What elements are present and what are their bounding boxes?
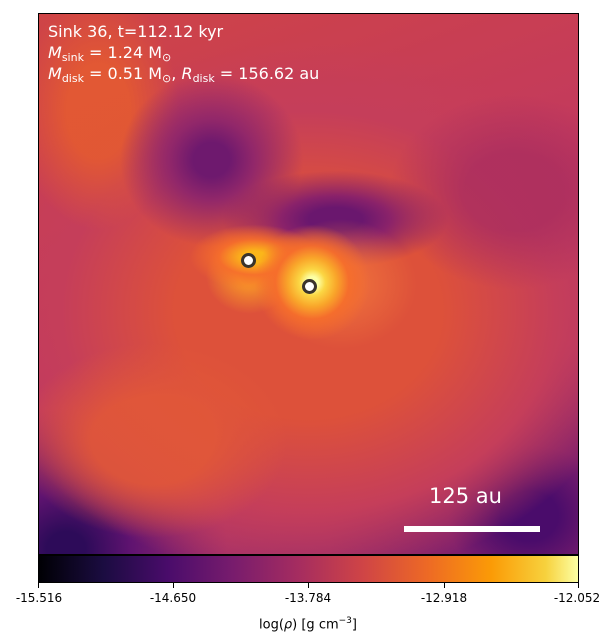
sink-mass-text: Msink = 1.24 M⊙ bbox=[48, 43, 171, 68]
colorbar-tick-label: -12.052 bbox=[553, 591, 601, 605]
disk-mass-subscript: disk bbox=[61, 72, 84, 85]
colorbar-label-suffix: ] bbox=[351, 617, 357, 633]
sink-marker bbox=[241, 253, 256, 268]
disk-radius-symbol: R bbox=[181, 64, 193, 83]
colorbar-tick bbox=[38, 583, 39, 588]
colorbar-label-mid: ) [g cm bbox=[292, 617, 339, 633]
colorbar-tick bbox=[444, 583, 445, 588]
colorbar-label-rho: ρ bbox=[283, 617, 293, 633]
sink-mass-value: = 1.24 M bbox=[83, 43, 163, 62]
density-plot: Sink 36, t=112.12 kyr Msink = 1.24 M⊙ Md… bbox=[38, 13, 579, 555]
colorbar-tick-label: -13.784 bbox=[284, 591, 332, 605]
sink-mass-symbol: M bbox=[48, 43, 62, 62]
scalebar-line bbox=[404, 526, 540, 532]
solar-mass-symbol: ⊙ bbox=[162, 51, 172, 64]
separator: , bbox=[171, 64, 182, 83]
colorbar-label-prefix: log( bbox=[259, 617, 284, 633]
disk-properties-text: Mdisk = 0.51 M⊙, Rdisk = 156.62 au bbox=[48, 64, 319, 89]
colorbar-tick bbox=[173, 583, 174, 588]
colorbar-label-exponent: −3 bbox=[338, 616, 352, 626]
plot-title: Sink 36, t=112.12 kyr bbox=[48, 22, 224, 41]
solar-mass-symbol: ⊙ bbox=[162, 72, 172, 85]
disk-radius-value: = 156.62 au bbox=[214, 64, 320, 83]
scalebar-label: 125 au bbox=[429, 484, 502, 508]
sink-marker bbox=[302, 279, 317, 294]
colorbar bbox=[38, 555, 579, 583]
colorbar-tick bbox=[308, 583, 309, 588]
colorbar-label: log(ρ) [g cm−3] bbox=[259, 613, 357, 633]
colorbar-tick-label: -12.918 bbox=[420, 591, 468, 605]
colorbar-tick-label: -15.516 bbox=[15, 591, 63, 605]
disk-radius-subscript: disk bbox=[192, 72, 215, 85]
colorbar-tick-label: -14.650 bbox=[149, 591, 197, 605]
disk-mass-value: = 0.51 M bbox=[83, 64, 163, 83]
sink-mass-subscript: sink bbox=[61, 51, 84, 64]
disk-mass-symbol: M bbox=[48, 64, 62, 83]
colorbar-tick bbox=[578, 583, 579, 588]
